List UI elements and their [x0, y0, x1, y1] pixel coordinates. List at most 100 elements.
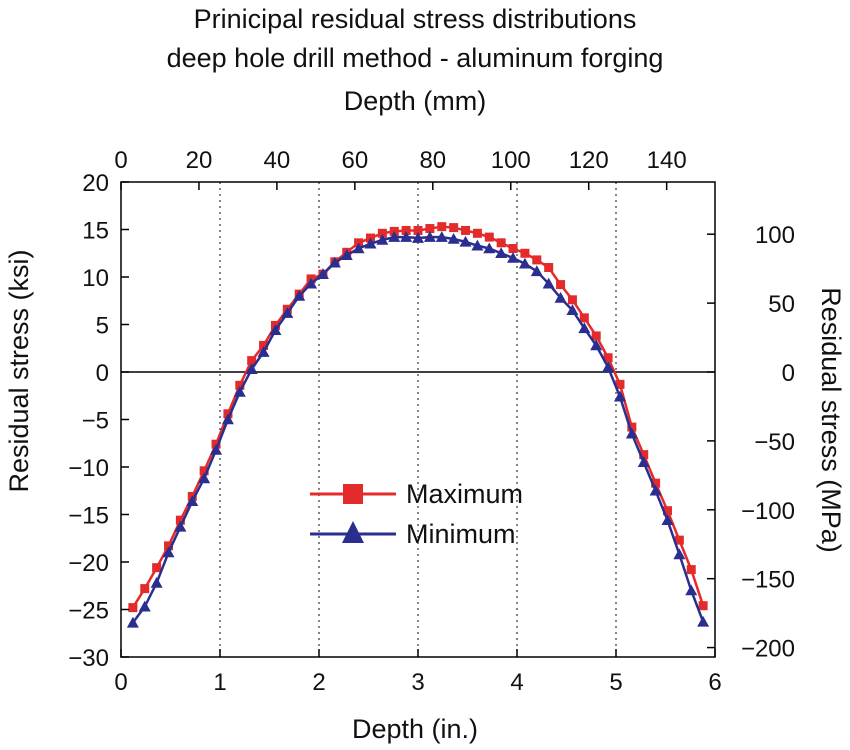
maximum-point-24	[413, 225, 423, 235]
maximum-point-36	[556, 280, 566, 290]
minimum-point-40	[602, 361, 615, 373]
maximum-point-11	[259, 340, 269, 350]
maximum-point-6	[199, 466, 209, 476]
y-tick-label-6: 0	[96, 360, 109, 387]
y-tick-label-10: 20	[82, 170, 109, 197]
maximum-point-26	[437, 222, 447, 232]
right-tick-label-5: −150	[741, 567, 795, 594]
y-tick-label-5: −5	[82, 408, 109, 435]
maximum-point-25	[425, 224, 435, 234]
legend: Maximum Minimum	[310, 479, 523, 549]
minimum-point-19	[352, 242, 365, 254]
minimum-point-9	[233, 385, 246, 397]
minimum-point-41	[613, 390, 626, 402]
right-tick-label-6: −200	[741, 636, 795, 663]
minimum-point-27	[447, 233, 460, 244]
minimum-point-6	[198, 472, 211, 484]
maximum-point-32	[508, 244, 518, 253]
minimum-point-46	[673, 548, 686, 560]
minimum-point-7	[210, 443, 223, 455]
minimum-point-18	[340, 249, 353, 260]
maximum-point-28	[461, 225, 471, 235]
minimum-point-5	[186, 495, 199, 506]
minimum-point-30	[483, 242, 496, 254]
x-tick-label-1: 1	[213, 669, 226, 696]
minimum-point-15	[305, 277, 318, 289]
minimum-point-32	[507, 252, 520, 263]
maximum-point-38	[579, 313, 589, 323]
right-tick-label-0: 100	[755, 222, 795, 249]
maximum-point-23	[401, 225, 411, 235]
tick-labels: 0 1 2 3 4 5 60 20 40 60 80 100 120 140−30−25−20−15−10…	[68, 147, 795, 696]
maximum-point-2	[152, 563, 162, 573]
x-tick-label-0: 0	[114, 669, 127, 696]
right-tick-label-2: 0	[782, 360, 795, 387]
maximum-point-3	[164, 541, 174, 551]
right-tick-label-4: −100	[741, 498, 795, 525]
maximum-point-29	[472, 228, 482, 238]
axis-ticks	[120, 181, 716, 658]
minimum-point-38	[578, 322, 591, 334]
legend-label-maximum: Maximum	[406, 479, 523, 509]
minimum-point-4	[174, 520, 187, 532]
minimum-point-22	[388, 231, 401, 242]
minimum-point-2	[150, 576, 163, 588]
chart-title-line-2: deep hole drill method - aluminum forgin…	[167, 43, 664, 73]
maximum-point-1	[140, 584, 150, 594]
minimum-point-21	[376, 233, 389, 245]
vertical-gridlines	[219, 182, 617, 657]
right-axis-title: Residual stress (MPa)	[816, 287, 846, 553]
minimum-point-47	[685, 584, 698, 596]
chart-title-line-1: Prinicipal residual stress distributions	[194, 4, 637, 34]
minimum-point-16	[316, 268, 329, 279]
maximum-point-31	[496, 238, 506, 248]
minimum-point-11	[257, 346, 270, 357]
minimum-point-36	[554, 291, 567, 303]
y-tick-label-4: −10	[68, 455, 109, 482]
top-tick-label-6: 120	[569, 147, 609, 174]
maximum-point-27	[449, 223, 459, 233]
legend-marker-minimum	[342, 521, 364, 543]
legend-label-minimum: Minimum	[406, 519, 516, 549]
minimum-point-42	[625, 427, 638, 439]
top-tick-label-0: 0	[114, 147, 127, 174]
y-tick-label-1: −25	[68, 598, 109, 625]
top-tick-label-3: 60	[342, 147, 369, 174]
maximum-point-0	[128, 603, 138, 613]
minimum-point-39	[590, 339, 603, 351]
minimum-point-3	[162, 546, 175, 558]
y-tick-label-0: −30	[68, 645, 109, 672]
minimum-point-48	[697, 615, 710, 627]
top-tick-label-5: 100	[491, 147, 531, 174]
data-series	[126, 222, 710, 628]
maximum-point-34	[532, 255, 542, 265]
maximum-point-10	[247, 356, 257, 366]
minimum-point-37	[566, 304, 579, 316]
x-axis-title: Depth (in.)	[352, 714, 478, 744]
minimum-point-13	[281, 307, 294, 318]
minimum-point-0	[126, 616, 139, 628]
minimum-point-43	[637, 456, 650, 468]
top-tick-label-7: 140	[647, 147, 687, 174]
top-tick-label-2: 40	[264, 147, 291, 174]
minimum-point-44	[649, 484, 662, 496]
minimum-point-29	[471, 239, 484, 251]
minimum-point-45	[661, 514, 674, 525]
x-tick-label-6: 6	[708, 669, 721, 696]
minimum-point-35	[542, 277, 555, 289]
maximum-point-21	[377, 228, 387, 238]
x-tick-label-3: 3	[411, 669, 424, 696]
right-tick-label-3: −50	[754, 429, 795, 456]
maximum-point-9	[235, 380, 245, 390]
x-tick-label-2: 2	[312, 669, 325, 696]
series-minimum	[126, 231, 710, 628]
minimum-point-1	[138, 600, 151, 612]
minimum-point-10	[245, 363, 258, 374]
minimum-point-23	[400, 231, 413, 242]
top-axis-title: Depth (mm)	[344, 86, 487, 116]
minimum-point-28	[459, 235, 472, 247]
minimum-point-26	[435, 231, 448, 242]
minimum-point-14	[293, 290, 306, 301]
y-tick-label-9: 15	[82, 218, 109, 245]
